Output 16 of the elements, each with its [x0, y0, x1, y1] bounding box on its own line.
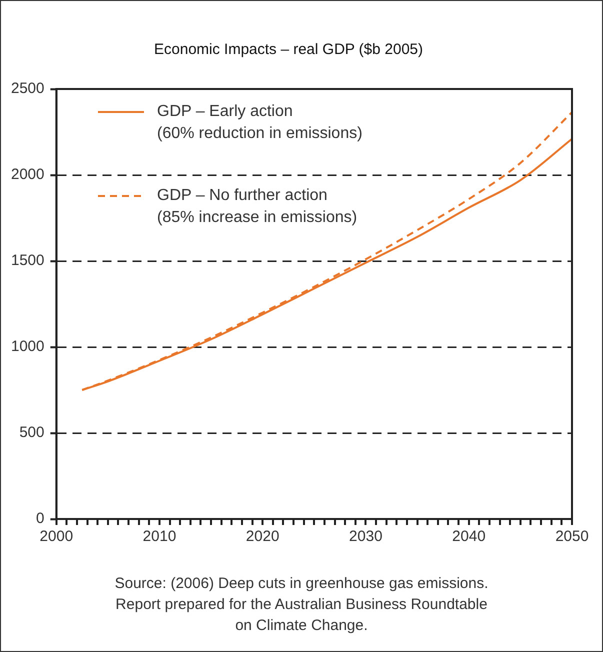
y-tick-label: 0: [36, 510, 44, 528]
x-tick-label: 2050: [555, 528, 589, 546]
x-tick-label: 2000: [40, 528, 74, 546]
y-tick-label: 2000: [10, 166, 44, 184]
x-tick-label: 2030: [349, 528, 382, 546]
y-tick-label: 2500: [10, 80, 44, 98]
legend-label: GDP – No further action (85% increase in emissions): [157, 186, 358, 228]
y-tick-label: 1500: [10, 252, 44, 270]
x-tick-label: 2020: [246, 528, 280, 546]
x-tick-label: 2040: [452, 528, 486, 546]
x-tick-label: 2010: [142, 528, 176, 546]
y-tick-label: 500: [19, 424, 44, 442]
y-tick-label: 1000: [10, 338, 44, 356]
legend-label: GDP – Early action (60% reduction in emissions): [157, 102, 362, 144]
source-note: Source: (2006) Deep cuts in greenhouse gas emissions. Report prepared for the Australian Business Roundtable on Climate Change.: [114, 574, 490, 636]
chart-title: Economic Impacts – real GDP ($b 2005): [154, 41, 424, 58]
